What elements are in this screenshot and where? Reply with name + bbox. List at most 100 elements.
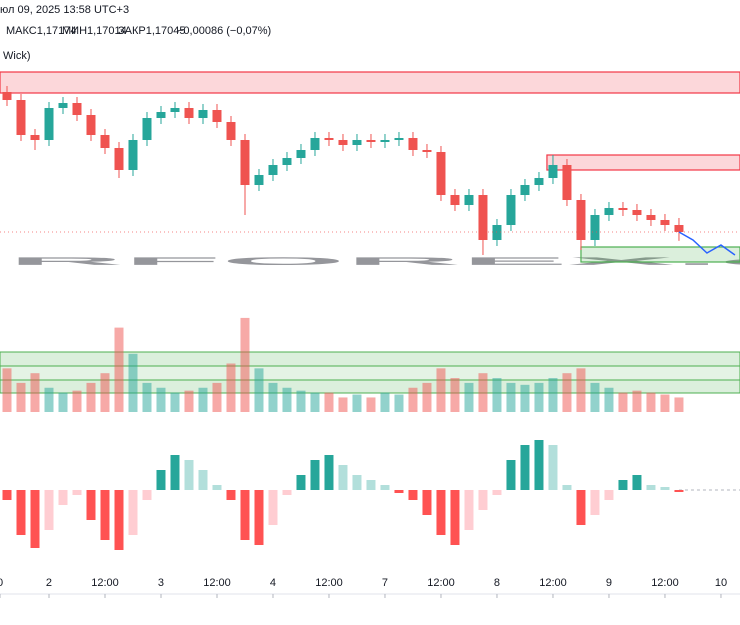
- candle-body: [604, 208, 614, 215]
- candle-body: [170, 108, 180, 112]
- histogram-bar: [142, 490, 152, 500]
- volume-bar: [72, 390, 82, 412]
- histogram-bar: [44, 490, 54, 530]
- candle-body: [520, 185, 530, 195]
- histogram-bar: [366, 480, 376, 490]
- histogram-bar: [660, 487, 670, 490]
- candle-body: [422, 150, 432, 152]
- histogram-bar: [72, 490, 82, 495]
- volume-bar: [16, 382, 26, 412]
- x-tick-label: 12:00: [651, 577, 679, 589]
- volume-zone: [0, 379, 740, 394]
- candle-body: [394, 138, 404, 140]
- x-tick-label: 2: [46, 577, 52, 589]
- histogram-bar: [408, 490, 418, 500]
- stat: МАКС1,17174: [6, 25, 77, 37]
- histogram-bar: [436, 490, 446, 535]
- candle-body: [72, 103, 82, 115]
- volume-bar: [254, 368, 264, 412]
- histogram-bar: [282, 490, 292, 495]
- candle-body: [380, 140, 390, 142]
- volume-bar: [226, 363, 236, 412]
- x-tick-label: 12:00: [91, 577, 119, 589]
- x-tick-label: 9: [606, 577, 612, 589]
- histogram-bar: [338, 465, 348, 490]
- x-tick-label: 8: [494, 577, 500, 589]
- volume-bar: [464, 382, 474, 412]
- volume-bar: [100, 373, 110, 412]
- candle-body: [268, 165, 278, 175]
- candle-body: [576, 200, 586, 240]
- x-tick-label: 12:00: [315, 577, 343, 589]
- histogram-bar: [492, 490, 502, 495]
- volume-bar: [576, 368, 586, 412]
- candle-body: [464, 195, 474, 205]
- candle-body: [296, 150, 306, 158]
- candle-body: [310, 138, 320, 150]
- histogram-bar: [422, 490, 432, 515]
- candle-body: [534, 178, 544, 185]
- histogram-bar: [324, 455, 334, 490]
- x-tick-label: 12:00: [539, 577, 567, 589]
- volume-bar: [674, 397, 684, 412]
- zone: [546, 154, 740, 171]
- volume-bar: [506, 382, 516, 412]
- candle-body: [198, 110, 208, 118]
- volume-bar: [394, 394, 404, 412]
- candle-body: [240, 140, 250, 185]
- histogram-bar: [58, 490, 68, 505]
- histogram-bar: [590, 490, 600, 515]
- histogram-bar: [170, 455, 180, 490]
- candle-body: [226, 122, 236, 140]
- candle-body: [30, 135, 40, 140]
- volume-bar: [2, 368, 12, 412]
- histogram-bar: [198, 470, 208, 490]
- candle-body: [618, 208, 628, 210]
- histogram-bar: [464, 490, 474, 530]
- volume-bar: [604, 387, 614, 412]
- watermark: RFOREX.c: [8, 256, 740, 268]
- x-tick-label: 10: [715, 577, 727, 589]
- histogram-bar: [296, 475, 306, 490]
- volume-bar: [646, 392, 656, 412]
- volume-bar: [310, 392, 320, 412]
- histogram-bar: [576, 490, 586, 525]
- histogram-bar: [212, 485, 222, 490]
- volume-bar: [590, 382, 600, 412]
- candle-body: [324, 138, 334, 140]
- stat: −0,00086 (−0,07%): [177, 25, 271, 37]
- histogram-bar: [240, 490, 250, 540]
- candle-body: [86, 115, 96, 135]
- histogram-bar: [184, 460, 194, 490]
- candle-body: [2, 92, 12, 100]
- volume-bar: [44, 387, 54, 412]
- x-tick-label: 0: [0, 577, 3, 589]
- histogram-bar: [674, 490, 684, 492]
- candle-body: [590, 215, 600, 240]
- histogram-bar: [86, 490, 96, 520]
- volume-bar: [282, 387, 292, 412]
- histogram-bar: [604, 490, 614, 500]
- x-tick-label: 7: [382, 577, 388, 589]
- volume-zone: [0, 351, 740, 367]
- volume-bar: [366, 397, 376, 412]
- candle-body: [184, 108, 194, 118]
- histogram-bar: [562, 485, 572, 490]
- volume-bar: [198, 387, 208, 412]
- histogram-bar: [394, 490, 404, 493]
- volume-bar: [212, 382, 222, 412]
- candle-body: [58, 103, 68, 108]
- candle-body: [212, 110, 222, 122]
- histogram-bar: [548, 445, 558, 490]
- volume-bar: [240, 317, 250, 412]
- histogram-bar: [254, 490, 264, 545]
- histogram-bar: [226, 490, 236, 500]
- histogram-bar: [450, 490, 460, 545]
- histogram-bar: [506, 460, 516, 490]
- stat: ЗАКР1,17045: [118, 25, 186, 37]
- datetime: юл 09, 2025 13:58 UTC+3: [0, 4, 129, 16]
- histogram-bar: [632, 475, 642, 490]
- histogram-bar: [310, 460, 320, 490]
- candle-body: [450, 195, 460, 205]
- histogram-bar: [30, 490, 40, 548]
